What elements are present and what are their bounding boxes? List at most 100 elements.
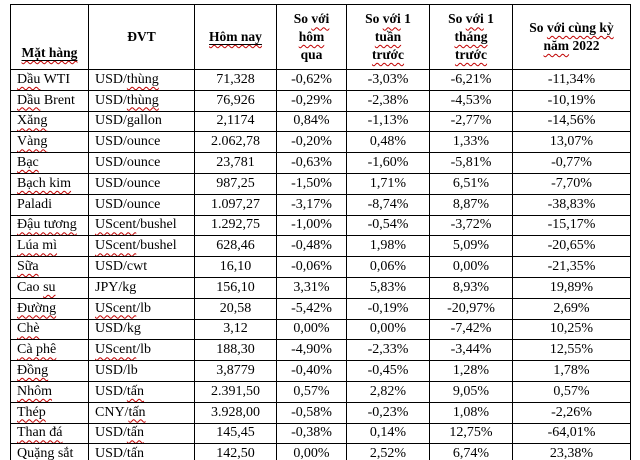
cell-vs-week: -0,19% xyxy=(346,297,430,320)
cell-today: 20,58 xyxy=(194,297,277,320)
word: USD/ounce xyxy=(95,175,161,191)
cell-today: 1.097,27 xyxy=(194,193,277,216)
cell-commodity: Sữa xyxy=(10,256,89,278)
word: Brent xyxy=(40,92,75,108)
cell-commodity: Cao su xyxy=(10,276,89,299)
misspelled-word: Hôm nay xyxy=(209,29,262,45)
cell-vs-yesterday: 0,84% xyxy=(276,110,347,133)
cell-vs-year-2022: 12,55% xyxy=(512,339,631,362)
cell-vs-month: 1,33% xyxy=(429,131,513,154)
cell-unit: USD/thùng xyxy=(88,69,195,91)
column-header-vs-month: So với 1 tháng trước xyxy=(429,4,513,70)
misspelled-word: hôm xyxy=(298,29,325,45)
cell-vs-week: -0,23% xyxy=(346,401,430,424)
cell-unit: CNY/tấn xyxy=(88,401,195,424)
table-row: Paladi USD/ounce 1.097,27 -3,17% -8,74% 8,87%… xyxy=(10,193,631,216)
cell-commodity: Đậu tương xyxy=(10,214,89,237)
cell-unit: USD/thùng xyxy=(88,89,195,112)
cell-vs-year-2022: 19,89% xyxy=(512,276,631,299)
cell-vs-week: 5,83% xyxy=(346,276,430,299)
word: 1 xyxy=(483,11,494,27)
cell-vs-year-2022: -7,70% xyxy=(512,172,631,195)
cell-vs-year-2022: -15,17% xyxy=(512,214,631,237)
column-header-unit: ĐVT xyxy=(88,4,195,70)
cell-unit: USD/lb xyxy=(88,360,195,382)
cell-unit: USD/ounce xyxy=(88,193,195,216)
cell-vs-year-2022: -11,34% xyxy=(512,69,631,91)
cell-commodity: Đường xyxy=(10,297,89,320)
table-row: Nhôm USD/tấn 2.391,50 0,57% 2,82% 9,05% 0,57% xyxy=(10,380,631,403)
misspelled-word: Chè xyxy=(17,321,40,337)
cell-vs-year-2022: -64,01% xyxy=(512,422,631,445)
table-row: Cao su JPY/kg 156,10 3,31% 5,83% 8,93% 19,89% xyxy=(10,276,631,299)
cell-vs-year-2022: 0,57% xyxy=(512,380,631,403)
misspelled-word: Nhôm xyxy=(17,383,52,399)
misspelled-word: Xăng xyxy=(17,113,48,129)
word: USD/ounce xyxy=(95,155,161,171)
misspelled-word: Dầu xyxy=(17,92,41,108)
misspelled-word: tấn xyxy=(126,425,145,441)
table-row: Quặng sắt USD/tấn 142,50 0,00% 2,52% 6,74% 23,… xyxy=(10,443,631,460)
word: So xyxy=(365,11,383,27)
misspelled-word: với xyxy=(465,11,484,27)
cell-vs-month: -4,53% xyxy=(429,89,513,112)
misspelled-word: trước xyxy=(371,46,405,62)
cell-unit: USD/ounce xyxy=(88,172,195,195)
word: 1 xyxy=(400,11,411,27)
cell-unit: USD/gallon xyxy=(88,110,195,133)
misspelled-word: Thép xyxy=(17,404,46,420)
cell-vs-week: -0,45% xyxy=(346,360,430,382)
underlined-header-text: Mặt hàng xyxy=(22,45,78,60)
word: USD/gallon xyxy=(95,113,162,129)
cell-vs-month: 8,93% xyxy=(429,276,513,299)
table-row: Dầu WTI USD/thùng 71,328 -0,62% -3,03% -6,21%… xyxy=(10,69,631,91)
cell-unit: JPY/kg xyxy=(88,276,195,299)
cell-vs-year-2022: -38,83% xyxy=(512,193,631,216)
cell-vs-week: 0,48% xyxy=(346,131,430,154)
table-row: Đường UScent/lb 20,58 -5,42% -0,19% -20,97% 2,… xyxy=(10,297,631,320)
cell-today: 1.292,75 xyxy=(194,214,277,237)
cell-vs-yesterday: -0,62% xyxy=(276,69,347,91)
misspelled-word: thùng xyxy=(126,71,159,87)
misspelled-word: UScent xyxy=(95,342,137,358)
cell-unit: USD/ounce xyxy=(88,152,195,174)
cell-today: 188,30 xyxy=(194,339,277,362)
cell-today: 142,50 xyxy=(194,443,277,460)
misspelled-word: thùng xyxy=(126,92,159,108)
cell-vs-year-2022: 10,25% xyxy=(512,318,631,341)
cell-vs-year-2022: -21,35% xyxy=(512,256,631,278)
cell-vs-week: -1,60% xyxy=(346,152,430,174)
cell-commodity: Vàng xyxy=(10,131,89,154)
word: /lb xyxy=(136,342,151,358)
cell-vs-year-2022: -0,77% xyxy=(512,152,631,174)
cell-commodity: Lúa mì xyxy=(10,235,89,258)
cell-vs-yesterday: 0,00% xyxy=(276,318,347,341)
misspelled-word: Lúa mì xyxy=(17,238,58,254)
commodity-price-table: Mặt hàng ĐVT Hôm nay So với hôm qua So với 1 tu… xyxy=(10,4,631,460)
table-row: Đậu tương UScent/bushel 1.292,75 -1,00% -0,5… xyxy=(10,214,631,237)
word: So xyxy=(293,11,312,27)
misspelled-word: tháng xyxy=(454,29,488,45)
cell-vs-year-2022: 23,38% xyxy=(512,443,631,460)
word: Paladi xyxy=(17,196,52,212)
word: Cao xyxy=(17,279,44,295)
misspelled-word: UScent xyxy=(95,238,137,254)
misspelled-word: Quặng sắt xyxy=(17,446,74,460)
cell-vs-month: -3,44% xyxy=(429,339,513,362)
table-row: Lúa mì UScent/bushel 628,46 -0,48% 1,98% 5,09… xyxy=(10,235,631,258)
cell-unit: USD/ounce xyxy=(88,131,195,154)
cell-vs-yesterday: -5,42% xyxy=(276,297,347,320)
table-row: Bạch kim USD/ounce 987,25 -1,50% 1,71% 6,51% -… xyxy=(10,172,631,195)
column-header-vs-year-2022: So với cùng kỳ năm 2022 xyxy=(512,4,631,70)
table-row: Chè USD/kg 3,12 0,00% 0,00% -7,42% 10,25% xyxy=(10,318,631,341)
cell-commodity: Nhôm xyxy=(10,380,89,403)
misspelled-word: Bạc xyxy=(17,155,39,171)
cell-vs-yesterday: 3,31% xyxy=(276,276,347,299)
cell-today: 156,10 xyxy=(194,276,277,299)
misspelled-word: với xyxy=(382,11,401,27)
word: USD/ xyxy=(95,92,127,108)
cell-today: 628,46 xyxy=(194,235,277,258)
cell-vs-week: -0,54% xyxy=(346,214,430,237)
cell-today: 2,1174 xyxy=(194,110,277,133)
misspelled-word: tấn xyxy=(126,383,145,399)
